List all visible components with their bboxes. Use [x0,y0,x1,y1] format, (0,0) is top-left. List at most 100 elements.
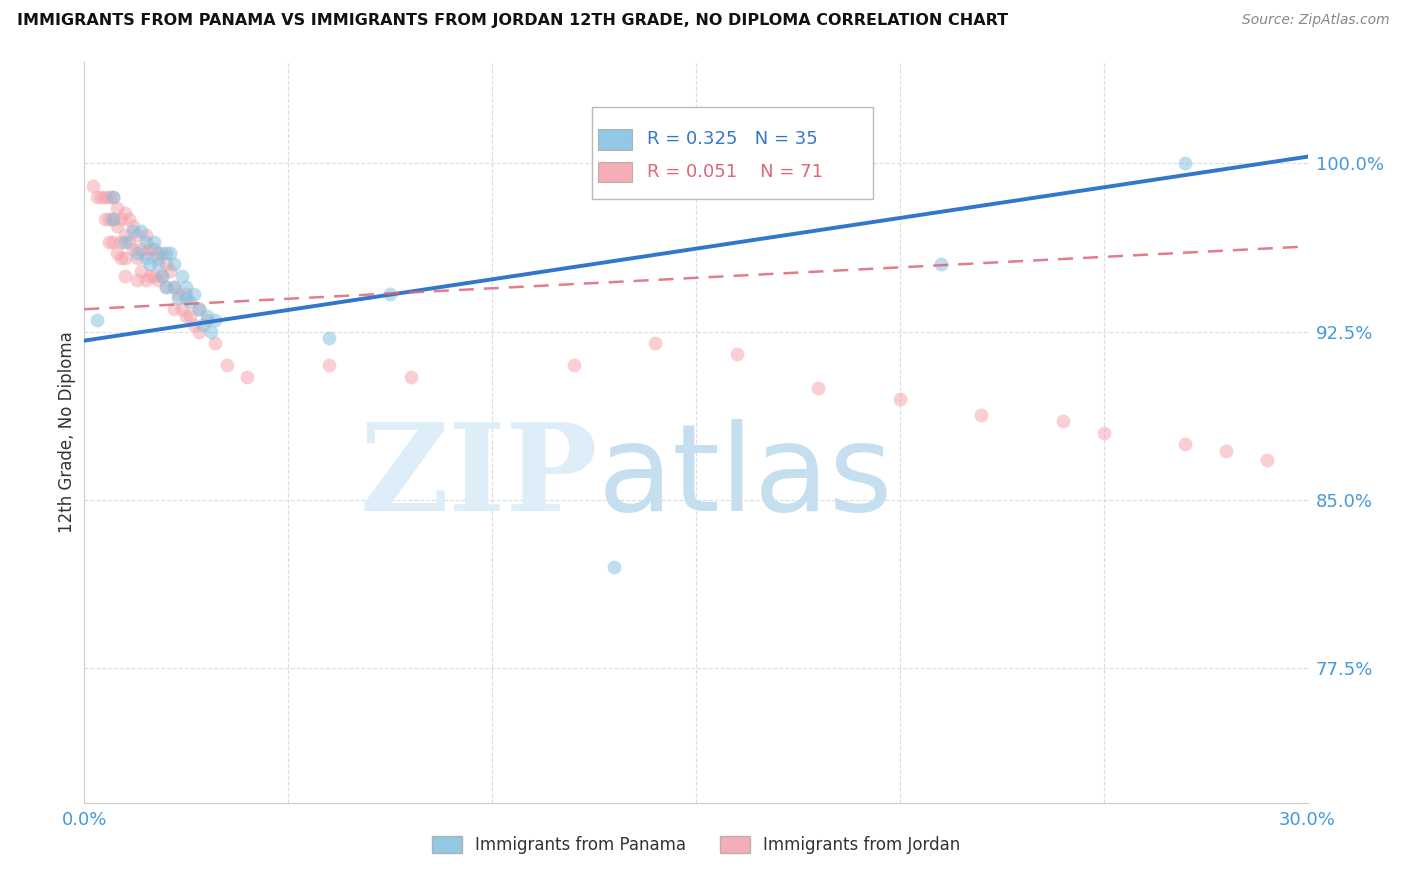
Point [163,280,186,294]
Point [174,309,197,323]
Point [1092,425,1115,440]
Point [889,392,911,406]
Point [135,228,157,243]
Point [142,268,165,283]
Point [204,335,226,350]
Point [118,212,141,227]
Point [146,273,169,287]
Text: R = 0.051    N = 71: R = 0.051 N = 71 [647,163,823,181]
Point [127,228,149,243]
Text: atlas: atlas [598,418,894,535]
Point [97,190,120,204]
Point [131,224,153,238]
Point [101,212,124,227]
Point [114,228,136,243]
Point [127,246,149,260]
Point [155,280,177,294]
FancyBboxPatch shape [598,161,633,182]
Point [93,212,115,227]
Text: Source: ZipAtlas.com: Source: ZipAtlas.com [1241,13,1389,28]
Point [146,257,169,271]
Point [159,264,181,278]
Point [142,235,165,249]
Point [127,251,149,265]
Point [155,246,177,260]
Point [174,291,197,305]
Point [150,268,173,283]
Text: IMMIGRANTS FROM PANAMA VS IMMIGRANTS FROM JORDAN 12TH GRADE, NO DIPLOMA CORRELAT: IMMIGRANTS FROM PANAMA VS IMMIGRANTS FRO… [17,13,1008,29]
Point [179,295,201,310]
Point [236,369,259,384]
Point [135,251,157,265]
Point [127,273,149,287]
FancyBboxPatch shape [592,107,873,200]
Point [146,251,169,265]
Point [146,246,169,260]
Point [105,201,128,215]
Point [167,291,190,305]
Point [1052,414,1074,428]
Point [183,318,205,332]
Y-axis label: 12th Grade, No Diploma: 12th Grade, No Diploma [58,332,76,533]
Point [204,313,226,327]
Point [399,369,422,384]
Point [138,242,160,256]
Point [105,246,128,260]
Point [86,313,108,327]
FancyBboxPatch shape [598,129,633,150]
Point [380,286,402,301]
Point [135,273,157,287]
Point [122,242,145,256]
Point [1174,156,1197,170]
Point [90,190,112,204]
Point [725,347,748,361]
Point [97,212,120,227]
Point [138,257,160,271]
Point [318,359,340,373]
Point [807,381,830,395]
Point [163,302,186,317]
Text: ZIP: ZIP [360,418,598,536]
Point [187,325,209,339]
Point [318,331,340,345]
Point [1215,443,1237,458]
Point [101,235,124,249]
Point [217,359,239,373]
Point [110,251,132,265]
Point [110,212,132,227]
Point [122,224,145,238]
Legend: Immigrants from Panama, Immigrants from Jordan: Immigrants from Panama, Immigrants from … [425,830,967,861]
Point [183,286,205,301]
Point [167,286,190,301]
Point [150,268,173,283]
Point [82,178,104,193]
Point [644,335,666,350]
Point [603,560,626,574]
Point [110,235,132,249]
Point [105,219,128,234]
Point [135,246,157,260]
Point [1174,437,1197,451]
Point [131,242,153,256]
Point [142,242,165,256]
Point [101,190,124,204]
Point [970,408,993,422]
Point [114,251,136,265]
Point [155,280,177,294]
Point [163,280,186,294]
Point [135,235,157,249]
Point [97,235,120,249]
Point [163,257,186,271]
Point [150,246,173,260]
Point [101,212,124,227]
Point [114,206,136,220]
Point [114,268,136,283]
Point [101,190,124,204]
Point [562,359,585,373]
Point [118,235,141,249]
Point [131,264,153,278]
Point [122,219,145,234]
Point [93,190,115,204]
Point [200,325,222,339]
Point [929,257,952,271]
